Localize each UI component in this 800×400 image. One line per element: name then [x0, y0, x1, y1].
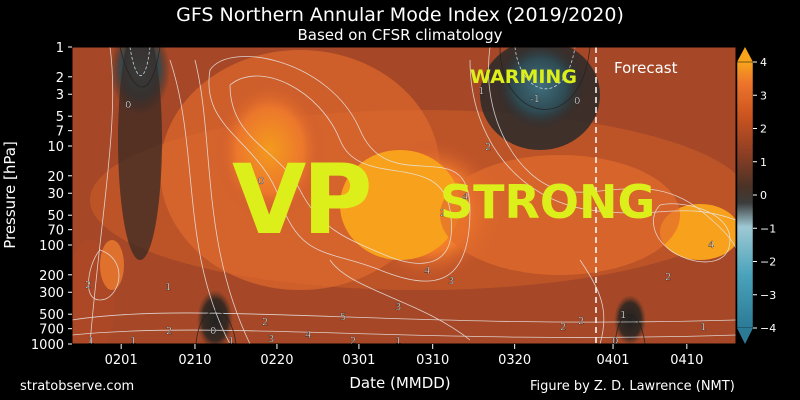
- plot-frame: [71, 46, 737, 345]
- strong-annotation: STRONG: [440, 175, 655, 229]
- colorbar-tick-label: 4: [760, 56, 767, 69]
- contour-label: 2: [166, 326, 172, 337]
- vp-annotation: VP: [232, 144, 369, 256]
- contour-label: 0: [574, 96, 580, 107]
- colorbar-ticks: 4 3 2 1 0 −1 −2 −3 −4: [753, 56, 776, 335]
- x-tick-label: 0310: [416, 353, 449, 368]
- colorbar-tick-label: 1: [760, 156, 767, 169]
- x-axis: 0201 0210 0220 0301 0310 0320 0401 0410: [105, 344, 703, 368]
- heatmap-field: [72, 47, 736, 344]
- contour-label: -1: [530, 94, 540, 105]
- chart-title: GFS Northern Annular Mode Index (2019/20…: [176, 4, 624, 26]
- contour-label: 0: [258, 176, 264, 187]
- y-tick-label: 20: [47, 170, 64, 185]
- x-tick-label: 0301: [342, 353, 375, 368]
- y-tick-label: 500: [39, 308, 64, 323]
- y-tick-label: 7: [56, 125, 64, 140]
- x-tick-label: 0201: [105, 353, 138, 368]
- warming-annotation: WARMING: [470, 66, 577, 88]
- contour-label: 2: [665, 272, 671, 283]
- contour-label: 4: [462, 192, 468, 203]
- y-axis-label: Pressure [hPa]: [1, 141, 19, 249]
- y-tick-label: 70: [47, 224, 64, 239]
- colorbar-top-arrow: [737, 47, 753, 62]
- x-tick-label: 0320: [498, 353, 531, 368]
- author-credit: Figure by Z. D. Lawrence (NMT): [530, 379, 735, 394]
- contour-label: 0: [210, 326, 216, 337]
- y-tick-label: 5: [56, 110, 64, 125]
- contour-label: 2: [485, 142, 491, 153]
- y-tick-label: 50: [47, 209, 64, 224]
- source-credit: stratobserve.com: [20, 379, 135, 394]
- x-tick-label: 0220: [260, 353, 293, 368]
- forecast-label: Forecast: [614, 59, 678, 77]
- contour-label: 1: [395, 336, 401, 347]
- colorbar-tick-label: −4: [760, 322, 776, 335]
- y-tick-label: 3: [56, 88, 64, 103]
- y-tick-label: 30: [47, 187, 64, 202]
- contour-label: 3: [448, 276, 454, 287]
- contour-label: 2: [560, 322, 566, 333]
- colorbar: 4 3 2 1 0 −1 −2 −3 −4: [736, 47, 776, 344]
- contour-label: 2: [440, 208, 446, 219]
- y-tick-label: 1: [56, 41, 64, 56]
- y-tick-label: 100: [39, 239, 64, 254]
- x-tick-label: 0401: [596, 353, 629, 368]
- contour-label: 1: [700, 322, 706, 333]
- colorbar-tick-label: −2: [760, 256, 776, 269]
- contour-label: 4: [424, 266, 430, 277]
- y-tick-label: 300: [39, 286, 64, 301]
- colorbar-tick-label: 3: [760, 89, 767, 102]
- colorbar-tick-label: −1: [760, 222, 776, 235]
- contour-label: 1: [620, 310, 626, 321]
- contour-label: 0: [612, 336, 618, 347]
- contour-label: 2: [578, 316, 584, 327]
- contour-label: 1: [88, 336, 94, 347]
- colorbar-tick-label: 0: [760, 189, 767, 202]
- contour-label: 3: [395, 302, 401, 313]
- y-tick-label: 1000: [31, 338, 64, 353]
- contour-label: 1: [228, 336, 234, 347]
- contour-label: 3: [268, 334, 274, 345]
- contour-label: 5: [340, 312, 346, 323]
- contour-label: 4: [708, 240, 714, 251]
- colorbar-body: [736, 61, 754, 329]
- contour-label: 2: [85, 280, 91, 291]
- colorbar-tick-label: −3: [760, 289, 776, 302]
- y-tick-label: 200: [39, 269, 64, 284]
- contour-labels: 0 -1 0 1 2 0 2 3 4 4 3 2 1 2 0 1 2 3 4 5…: [85, 86, 715, 347]
- chart-subtitle: Based on CFSR climatology: [297, 26, 503, 44]
- contour-label: 1: [478, 86, 484, 97]
- contour-label: 0: [125, 100, 131, 111]
- x-tick-label: 0410: [670, 353, 703, 368]
- y-tick-label: 2: [56, 71, 64, 86]
- contour-label: 4: [305, 330, 311, 341]
- x-tick-label: 0210: [178, 353, 211, 368]
- contour-label: 1: [130, 336, 136, 347]
- contour-label: 2: [350, 336, 356, 347]
- y-tick-label: 700: [39, 323, 64, 338]
- x-axis-label: Date (MMDD): [349, 374, 451, 392]
- contour-label: 1: [165, 282, 171, 293]
- contour-label: 2: [262, 317, 268, 328]
- y-tick-label: 10: [47, 140, 64, 155]
- colorbar-bottom-arrow: [737, 328, 753, 344]
- colorbar-tick-label: 2: [760, 123, 767, 136]
